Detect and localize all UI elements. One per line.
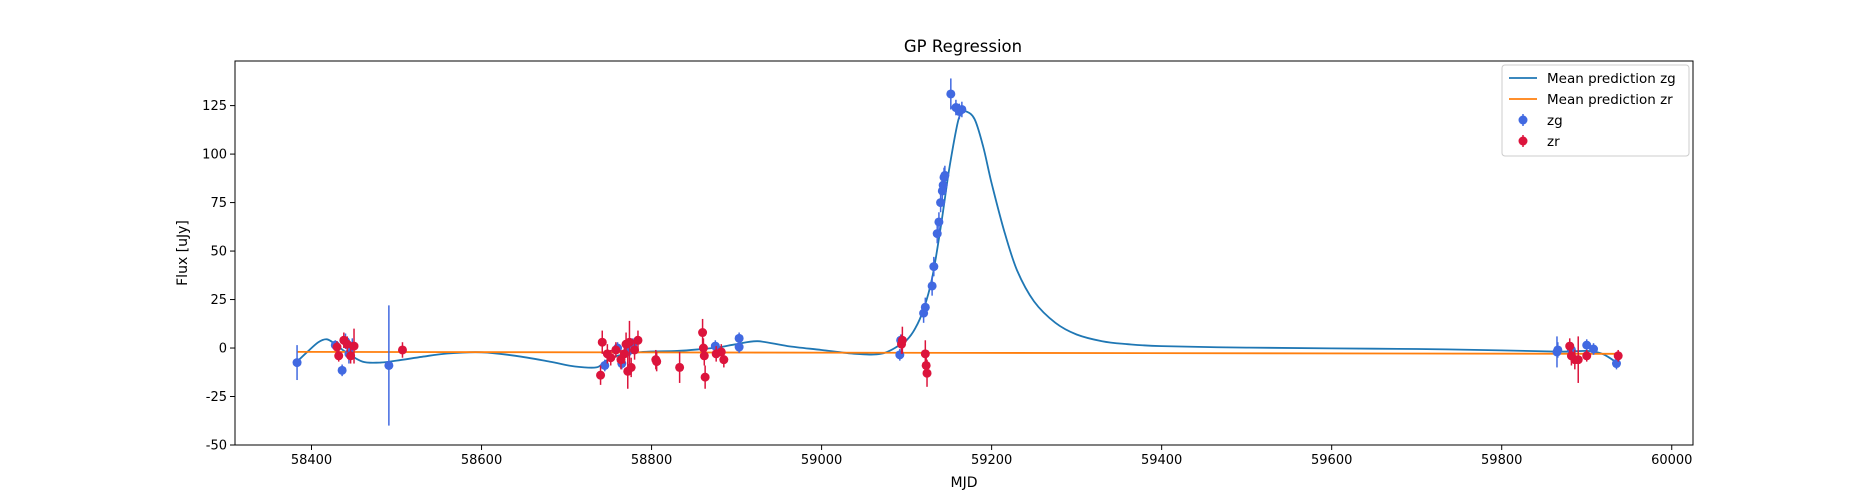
chart-title: GP Regression — [904, 37, 1022, 56]
zg-data-point — [934, 217, 944, 227]
series-layer — [292, 78, 1623, 426]
legend-label: zr — [1547, 134, 1560, 150]
zr-data-point — [346, 351, 356, 361]
zg-data-point — [1611, 359, 1621, 369]
mean-prediction-zg-line — [296, 110, 1618, 369]
zr-data-point — [342, 339, 352, 349]
zg-data-point — [932, 229, 942, 239]
legend-label: Mean prediction zg — [1547, 71, 1676, 87]
zg-data-point — [337, 365, 347, 375]
zr-data-point — [920, 349, 930, 359]
x-tick-label: 58400 — [291, 453, 332, 468]
zr-data-point — [1582, 351, 1592, 361]
zr-data-point — [922, 368, 932, 378]
zr-data-point — [597, 337, 607, 347]
zr-data-point — [596, 370, 606, 380]
y-axis-label: Flux [uJy] — [175, 220, 191, 286]
zg-data-point — [734, 342, 744, 352]
x-tick-label: 59600 — [1311, 453, 1352, 468]
zg-data-point — [710, 341, 720, 351]
y-tick-label: 75 — [210, 196, 227, 211]
zr-data-point — [349, 341, 359, 351]
zg-data-point — [1553, 345, 1563, 355]
zr-data-point — [921, 360, 931, 370]
zr-data-point — [630, 345, 640, 355]
zg-data-point — [936, 198, 946, 208]
zg-data-point — [929, 262, 939, 272]
zr-data-point — [700, 372, 710, 382]
legend: Mean prediction zg Mean prediction zr zg zr — [1501, 64, 1690, 157]
zr-data-point — [334, 351, 344, 361]
plot-area: 58400 58600 58800 59000 59200 59400 59600 59800… — [202, 60, 1694, 468]
x-tick-label: 58600 — [461, 453, 502, 468]
x-tick-label: 59400 — [1141, 453, 1182, 468]
legend-box — [1501, 64, 1690, 157]
zg-data-point — [1582, 340, 1592, 350]
zg-data-point — [946, 89, 956, 99]
zg-data-point — [1589, 344, 1599, 354]
zr-data-point — [624, 337, 634, 347]
zr-data-point — [699, 351, 709, 361]
zr-data-point — [698, 343, 708, 353]
zr-data-point — [397, 345, 407, 355]
y-tick-label: 50 — [210, 245, 227, 260]
legend-item-zr: zr — [1518, 134, 1560, 150]
y-tick-label: 100 — [202, 148, 227, 163]
zg-data-point — [938, 180, 948, 190]
legend-swatch-marker — [1518, 136, 1528, 146]
y-tick-label: -50 — [206, 439, 227, 454]
zr-data-point — [698, 328, 708, 338]
zr-data-point — [897, 335, 907, 345]
zr-data-point — [1565, 341, 1575, 351]
zg-data-point — [734, 333, 744, 343]
legend-item-zg: zg — [1518, 113, 1563, 129]
zg-data-point — [927, 281, 937, 291]
x-axis-label: MJD — [951, 475, 978, 491]
zr-data-point — [606, 353, 616, 363]
zr-data-point — [1573, 355, 1583, 365]
legend-swatch-marker — [1518, 115, 1528, 125]
zr-data-point — [611, 345, 621, 355]
zr-data-point — [626, 362, 636, 372]
zr-data-point — [332, 342, 342, 352]
x-tick-label: 58800 — [631, 453, 672, 468]
zr-data-point — [719, 355, 729, 365]
x-tick-label: 59800 — [1481, 453, 1522, 468]
zr-data-point — [652, 357, 662, 367]
x-tick-label: 59000 — [801, 453, 842, 468]
legend-label: Mean prediction zr — [1547, 92, 1673, 108]
y-tick-label: 0 — [219, 342, 227, 357]
legend-item-mean-prediction-zr: Mean prediction zr — [1509, 92, 1673, 108]
zr-data-point — [675, 362, 685, 372]
zg-data-point — [292, 358, 302, 368]
axes: 58400 58600 58800 59000 59200 59400 59600 59800… — [202, 99, 1692, 468]
zg-data-point — [920, 302, 930, 312]
zr-data-point — [633, 335, 643, 345]
zg-data-point — [940, 170, 950, 180]
series-zr — [332, 318, 1623, 389]
mean-prediction-zr-line — [297, 351, 1617, 355]
zr-data-point — [1613, 351, 1623, 361]
zg-data-point — [384, 360, 394, 370]
y-tick-label: 25 — [210, 293, 227, 308]
x-tick-label: 60000 — [1651, 453, 1692, 468]
legend-label: zg — [1547, 113, 1563, 129]
x-tick-label: 59200 — [971, 453, 1012, 468]
legend-item-mean-prediction-zg: Mean prediction zg — [1509, 71, 1676, 87]
zg-data-point — [957, 104, 967, 114]
y-tick-label: 125 — [202, 99, 227, 114]
y-tick-label: -25 — [206, 390, 227, 405]
plot-frame — [234, 60, 1694, 446]
